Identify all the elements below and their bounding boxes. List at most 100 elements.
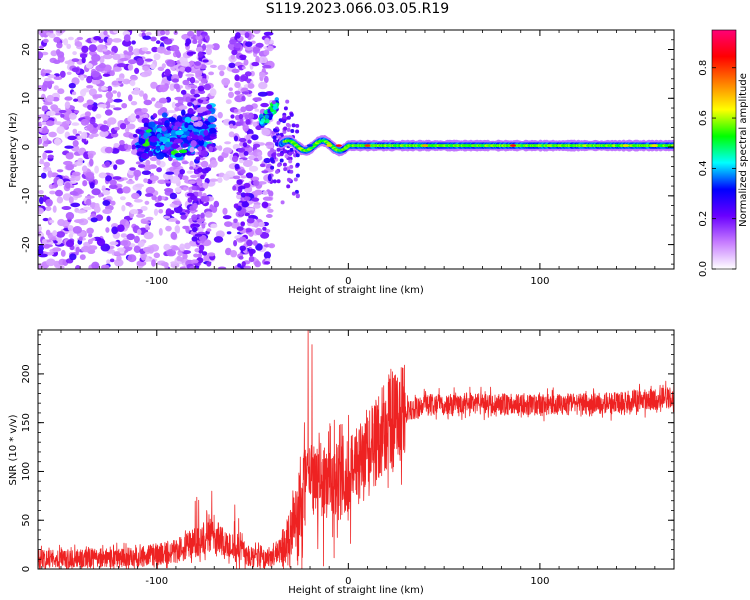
spectrogram-blob [136,213,146,218]
spectrogram-blob [38,225,42,232]
spectrogram-blob [200,160,209,168]
spectrogram-blob [247,159,253,166]
spectrogram-blob [181,109,186,116]
spectrogram-blob [38,125,43,133]
spectrogram-blob [196,30,201,37]
spectrogram-blob [264,114,270,120]
spectrogram-blob [159,84,167,89]
spectrogram-blob [244,31,250,39]
spectrogram-blob [206,261,212,267]
spectrogram-blob [106,259,111,265]
spectrogram-blob [141,117,150,124]
spectrogram-blob [267,208,274,213]
spectrogram-blob [143,178,149,184]
spectrogram-blob [263,31,274,36]
spectrogram-blob [153,53,161,61]
spectrogram-blob [52,247,62,252]
spectrogram-blob [124,143,129,150]
spectrogram-blob [189,146,195,153]
spectrogram-blob [133,199,143,203]
spectrogram-blob [233,203,239,209]
spectrogram-blob [149,135,158,143]
spectrogram-blob [88,88,97,97]
spectrogram-blob [248,210,255,215]
spectrogram-blob [81,137,87,143]
spectrogram-blob [262,190,268,196]
spectrogram-blob [364,144,371,147]
spectrogram-blob [96,238,106,247]
spectrogram-blob [285,122,290,127]
spectrogram-blob [245,172,254,179]
spectrogram-blob [180,89,187,95]
spectrogram-blob [223,173,230,181]
spectrogram-blob [237,148,246,153]
spectrogram-blob [228,87,233,91]
spectrogram-blob [240,175,247,179]
spectrogram-blob [157,179,167,185]
spectrogram-blob [225,247,232,256]
spectrogram-blob [191,214,198,221]
spectrogram-blob [50,50,58,57]
spectrogram-blob [180,61,190,67]
spectrogram-blob [102,208,112,214]
spectrogram-blob [102,73,110,77]
spectrogram-blob [230,54,235,60]
spectrogram-blob [244,114,249,120]
spectrogram-blob [129,167,136,171]
spectrogram-blob [107,117,117,125]
spectrogram-blob [38,248,44,255]
spectrogram-blob [178,149,188,154]
spectrogram-blob [228,91,234,99]
spectrogram-blob [211,43,220,51]
spectrogram-blob [64,96,73,101]
spectrogram-blob [189,166,194,170]
spectrogram-blob [115,159,125,165]
spectrogram-blob [193,122,200,127]
spectrogram-blob [68,196,74,204]
spectrogram-blob [45,229,51,236]
spectrogram-blob [80,118,89,126]
spectrogram-blob [42,238,47,245]
spectrogram-blob [132,133,138,138]
spectrogram-blob [46,94,54,103]
spectrogram-blob [140,126,149,131]
spectrogram-blob [76,209,86,214]
spectrogram-blob [38,263,43,269]
spectrogram-blob [230,250,238,258]
spectrogram-blob [117,247,126,252]
spectrogram-blob [156,159,161,166]
spectrogram-blob [116,63,127,68]
spectrogram-blob [148,121,156,128]
spectrogram-blob [141,47,149,52]
spectrogram-blob [86,99,94,105]
spectrogram-blob [171,78,179,83]
spectrogram-blob [94,165,99,174]
spectrogram-blob [195,156,201,161]
spectrogram-blob [179,66,186,72]
spectrogram-blob [253,179,260,187]
spectrogram-blob [174,153,182,158]
spectrogram-blob [136,229,142,235]
spectrogram-blob [203,129,209,136]
spectrogram-blob [187,102,193,107]
spectrogram-blob [50,236,57,241]
spectrogram-blob [184,122,189,129]
spectrogram-blob [168,217,178,222]
spectrogram-blob [295,129,300,134]
spectrogram-y-tick-label: 20 [21,43,32,56]
spectrogram-blob [283,149,287,154]
spectrogram-blob [133,245,141,253]
spectrogram-blob [254,108,260,112]
spectrogram-blob [84,195,95,199]
spectrogram-blob [128,94,133,102]
spectrogram-blob [76,36,84,41]
spectrogram-blob [268,243,276,249]
spectrogram-blob [279,158,284,163]
spectrogram-blob [179,243,186,252]
spectrogram-blob [109,241,119,246]
spectrogram-blob [165,225,172,232]
spectrogram-blob [137,240,145,248]
spectrogram-blob [68,112,77,120]
spectrogram-x-axis-label: Height of straight line (km) [288,285,424,296]
spectrogram-blob [283,126,288,131]
